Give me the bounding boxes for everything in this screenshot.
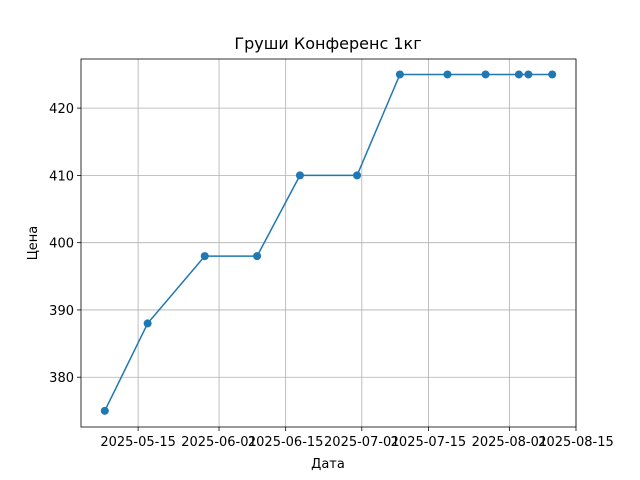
x-axis-label: Дата — [311, 457, 345, 472]
data-point — [395, 70, 404, 79]
data-point — [548, 70, 557, 79]
data-point — [443, 70, 452, 79]
y-tick-label: 400 — [49, 237, 74, 252]
data-point — [100, 406, 109, 415]
data-point — [353, 171, 362, 180]
x-tick-label: 2025-08-01 — [472, 435, 548, 450]
x-tick-label: 2025-07-01 — [324, 435, 400, 450]
y-tick-label: 420 — [49, 102, 74, 117]
data-point — [143, 319, 152, 328]
data-point — [295, 171, 304, 180]
data-point — [514, 70, 523, 79]
chart-title: Груши Конференс 1кг — [234, 34, 421, 53]
x-tick-label: 2025-07-15 — [391, 435, 467, 450]
data-point — [200, 252, 209, 261]
y-tick-label: 380 — [49, 371, 74, 386]
x-tick-label: 2025-08-15 — [538, 435, 614, 450]
y-tick-label: 390 — [49, 304, 74, 319]
data-point — [253, 252, 262, 261]
y-axis-label: Цена — [26, 226, 41, 261]
data-point — [481, 70, 490, 79]
data-point — [524, 70, 533, 79]
x-tick-label: 2025-06-15 — [248, 435, 324, 450]
x-tick-label: 2025-06-01 — [181, 435, 257, 450]
x-tick-label: 2025-05-15 — [100, 435, 176, 450]
y-tick-label: 410 — [49, 169, 74, 184]
